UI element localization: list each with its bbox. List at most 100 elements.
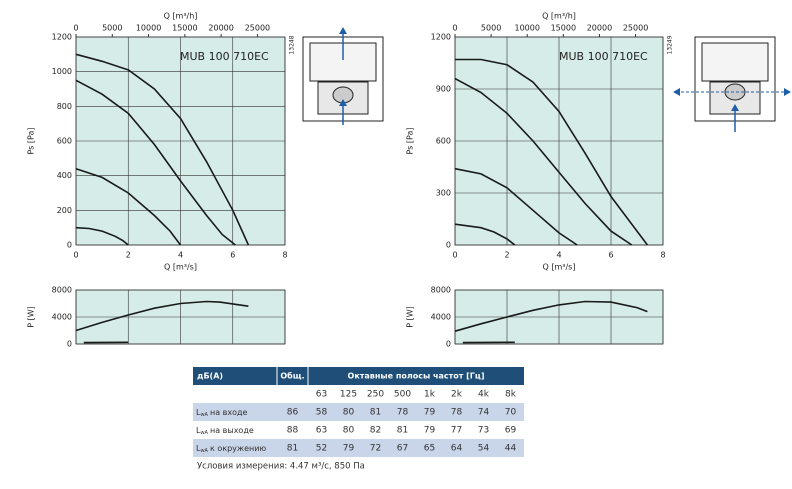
y-tick-label: 800 — [57, 102, 72, 111]
y-axis-label: Ps [Pa] — [27, 127, 36, 154]
fan-curve — [75, 226, 129, 246]
table-cell: 86 — [287, 408, 299, 418]
table-cell: 88 — [287, 426, 299, 436]
table-cell: 63 — [316, 426, 327, 436]
y-tick-label: 1000 — [52, 67, 72, 76]
fan-curve — [454, 77, 633, 246]
annotation: MUB 100 710EC — [180, 50, 269, 63]
table-cell: 79 — [343, 444, 355, 454]
table-cell: 74 — [478, 408, 490, 418]
table-cell: 67 — [397, 444, 408, 454]
x-tick-label: 0 — [452, 251, 457, 260]
table-cell: 64 — [451, 444, 463, 454]
x2-axis-label: Q [m³/h] — [542, 12, 576, 21]
table-cell: 77 — [451, 426, 462, 436]
row-text: на выходе — [210, 426, 254, 435]
x2-tick-label: 5000 — [481, 24, 501, 33]
band-label: 500 — [394, 390, 411, 400]
x-tick-label: 6 — [230, 251, 235, 260]
y-tick-label: 8000 — [431, 286, 451, 295]
plot-frame — [454, 36, 664, 246]
band-label: 2k — [451, 390, 463, 400]
y-tick-label: 900 — [436, 85, 451, 94]
x2-tick-label: 20000 — [208, 24, 233, 33]
row-symbol: L — [196, 408, 201, 417]
table-cell: 72 — [370, 444, 381, 454]
fan-curve — [75, 300, 249, 332]
x2-tick-label: 0 — [452, 24, 457, 33]
table-header: дБ(A) — [197, 372, 223, 381]
y-tick-label: 1200 — [52, 33, 72, 42]
row-subscript: wA — [200, 448, 208, 454]
annotation: MUB 100 710EC — [559, 50, 648, 63]
row-label: LwA на выходе — [196, 426, 254, 436]
y-tick-label: 200 — [57, 206, 72, 215]
band-label: 4k — [478, 390, 490, 400]
y-tick-label: 600 — [57, 137, 72, 146]
fan-curve — [75, 53, 250, 246]
table-cell: 80 — [343, 408, 355, 418]
table-cell: 82 — [370, 426, 381, 436]
y-tick-label: 8000 — [52, 286, 72, 295]
table-header-bg — [193, 367, 524, 385]
band-label: 125 — [340, 390, 357, 400]
table-cell: 52 — [316, 444, 327, 454]
row-text: к окружению — [210, 444, 266, 453]
y-tick-label: 600 — [436, 137, 451, 146]
x-axis-label: Q [m³/s] — [164, 263, 197, 272]
x-tick-label: 8 — [660, 251, 665, 260]
table-cell: 44 — [505, 444, 517, 454]
fan-curve — [454, 167, 578, 246]
table-cell: 58 — [316, 408, 328, 418]
row-symbol: L — [196, 426, 201, 435]
table-row-bg — [193, 403, 524, 421]
fan-curve — [454, 300, 648, 332]
table-note: Условия измерения: 4.47 м³/с, 850 Па — [197, 462, 365, 472]
x2-axis-label: Q [m³/h] — [164, 12, 198, 21]
table-cell: 69 — [505, 426, 517, 436]
table-cell: 79 — [424, 408, 436, 418]
table-cell: 81 — [370, 408, 381, 418]
plot-frame — [75, 289, 286, 345]
band-label: 63 — [316, 390, 327, 400]
code-label: 13249 — [667, 35, 674, 54]
fan-curve — [454, 223, 516, 246]
table-row-bg — [193, 439, 524, 457]
row-label: LwA на входе — [196, 408, 248, 418]
y-axis-label: P [W] — [27, 306, 36, 328]
band-label: 1k — [424, 390, 436, 400]
x2-tick-label: 20000 — [587, 24, 612, 33]
row-label: LwA к окружению — [196, 444, 266, 454]
x2-tick-label: 25000 — [623, 24, 648, 33]
row-text: на входе — [210, 408, 248, 417]
x2-tick-label: 10000 — [514, 24, 539, 33]
table-cell: 81 — [397, 426, 408, 436]
table-cell: 70 — [505, 408, 517, 418]
fan-curve — [75, 167, 182, 246]
x2-tick-label: 15000 — [172, 24, 197, 33]
y-tick-label: 0 — [446, 340, 451, 349]
y-axis-label: Ps [Pa] — [406, 127, 415, 154]
band-label: 8k — [505, 390, 517, 400]
x2-tick-label: 25000 — [245, 24, 270, 33]
table-cell: 54 — [478, 444, 490, 454]
x-axis-label: Q [m³/s] — [543, 263, 576, 272]
x2-tick-label: 0 — [73, 24, 78, 33]
x-tick-label: 4 — [178, 251, 183, 260]
y-axis-label: P [W] — [406, 306, 415, 328]
y-tick-label: 400 — [57, 171, 72, 180]
y-tick-label: 4000 — [52, 313, 72, 322]
row-subscript: wA — [200, 430, 208, 436]
x-tick-label: 4 — [556, 251, 561, 260]
table-cell: 79 — [424, 426, 436, 436]
y-tick-label: 1200 — [431, 33, 451, 42]
fan-curve — [75, 79, 236, 246]
x-tick-label: 2 — [126, 251, 131, 260]
band-label: 250 — [367, 390, 384, 400]
table-cell: 65 — [424, 444, 435, 454]
table-cell: 73 — [478, 426, 489, 436]
unit-icon-1 — [302, 27, 384, 125]
unit-icon-2 — [673, 36, 791, 132]
table-header: Общ. — [280, 371, 304, 381]
y-tick-label: 0 — [446, 241, 451, 250]
